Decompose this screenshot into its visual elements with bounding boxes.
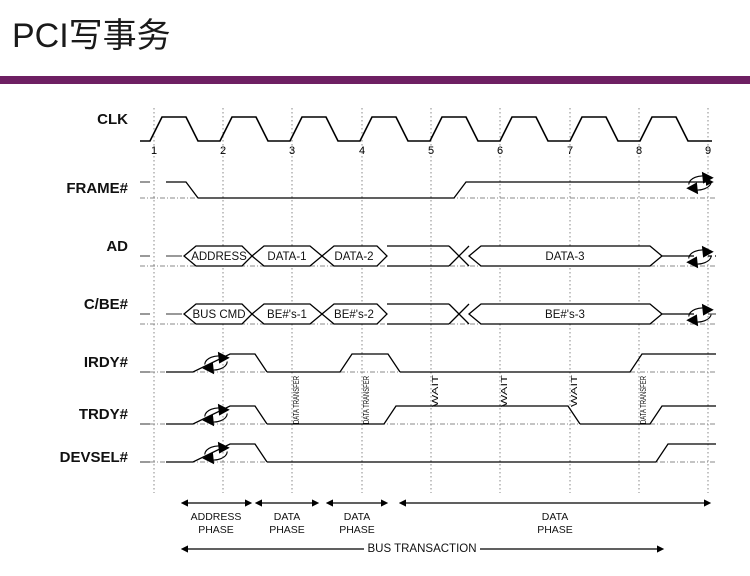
svg-text:7: 7: [567, 145, 573, 157]
svg-text:BUS CMD: BUS CMD: [192, 309, 245, 321]
svg-text:WAIT: WAIT: [569, 374, 579, 407]
svg-text:FRAME#: FRAME#: [66, 180, 128, 197]
svg-text:DATA-3: DATA-3: [545, 251, 584, 263]
svg-text:DATA-1: DATA-1: [267, 251, 306, 263]
svg-text:PHASE: PHASE: [339, 524, 375, 536]
svg-text:DATA: DATA: [542, 511, 568, 523]
svg-text:PHASE: PHASE: [269, 524, 305, 536]
svg-text:5: 5: [428, 145, 434, 157]
svg-text:9: 9: [705, 145, 711, 157]
svg-text:C/BE#: C/BE#: [84, 296, 129, 313]
svg-text:ADDRESS: ADDRESS: [191, 511, 242, 523]
svg-text:PHASE: PHASE: [198, 524, 234, 536]
svg-text:DATA: DATA: [344, 511, 370, 523]
svg-text:DATA-2: DATA-2: [334, 251, 373, 263]
svg-text:WAIT: WAIT: [499, 374, 509, 407]
svg-text:8: 8: [636, 145, 642, 157]
svg-text:1: 1: [151, 145, 157, 157]
svg-text:TRDY#: TRDY#: [79, 406, 129, 423]
svg-text:BE#'s-1: BE#'s-1: [267, 309, 307, 321]
svg-text:BUS TRANSACTION: BUS TRANSACTION: [367, 543, 476, 555]
svg-text:DATA TRANSFER: DATA TRANSFER: [638, 376, 648, 424]
svg-text:BE#'s-3: BE#'s-3: [545, 309, 585, 321]
svg-text:DATA TRANSFER: DATA TRANSFER: [361, 376, 371, 424]
svg-text:4: 4: [359, 145, 365, 157]
svg-text:DEVSEL#: DEVSEL#: [60, 449, 129, 466]
svg-text:PHASE: PHASE: [537, 524, 573, 536]
svg-text:BE#'s-2: BE#'s-2: [334, 309, 374, 321]
svg-text:DATA: DATA: [274, 511, 300, 523]
svg-text:AD: AD: [106, 238, 128, 255]
svg-text:DATA TRANSFER: DATA TRANSFER: [291, 376, 301, 424]
svg-text:WAIT: WAIT: [430, 374, 440, 407]
svg-text:CLK: CLK: [97, 111, 128, 128]
svg-text:2: 2: [220, 145, 226, 157]
svg-text:IRDY#: IRDY#: [84, 354, 129, 371]
svg-text:6: 6: [497, 145, 503, 157]
svg-text:3: 3: [289, 145, 295, 157]
svg-text:ADDRESS: ADDRESS: [191, 251, 247, 263]
